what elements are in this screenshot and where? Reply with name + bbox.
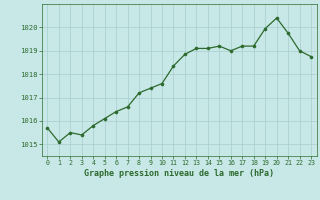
X-axis label: Graphe pression niveau de la mer (hPa): Graphe pression niveau de la mer (hPa): [84, 169, 274, 178]
